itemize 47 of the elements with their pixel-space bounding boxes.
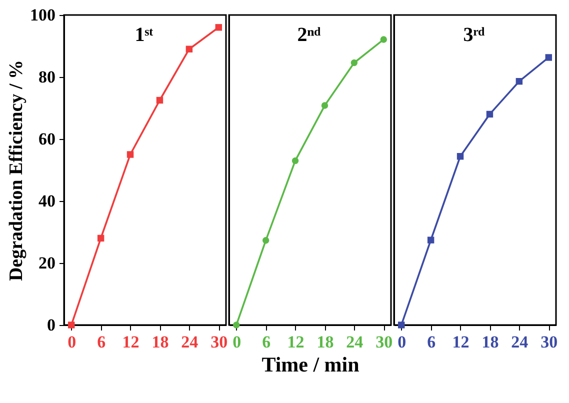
y-tick-label: 80 — [38, 68, 56, 86]
y-tick-label: 100 — [30, 6, 56, 24]
annotation: 3ʳᵈ — [463, 24, 486, 46]
x-tick-label: 0 — [232, 332, 242, 352]
point — [233, 322, 240, 328]
x-tick-label: 0 — [68, 332, 76, 352]
x-tick-label: 12 — [287, 332, 304, 352]
point — [380, 36, 387, 43]
y-tick-label: 0 — [47, 316, 56, 334]
annotation: 2ⁿᵈ — [297, 24, 322, 46]
point — [97, 234, 104, 242]
y-tick-label: 40 — [38, 192, 56, 210]
y-tick-label: 20 — [38, 254, 56, 272]
point — [215, 24, 222, 31]
point — [398, 322, 405, 328]
x-tick-label: 6 — [97, 332, 106, 352]
x-tick-label: 6 — [262, 332, 271, 352]
point — [262, 237, 270, 244]
x-tick-label: 18 — [316, 332, 334, 352]
point — [321, 102, 328, 109]
x-tick-label: 12 — [452, 332, 470, 352]
x-tick-label: 6 — [427, 332, 436, 352]
point — [350, 59, 358, 66]
point — [186, 46, 193, 52]
x-tick-label: 24 — [511, 332, 529, 352]
point — [545, 54, 552, 61]
point — [126, 151, 134, 158]
x-axis-title: Time / min — [262, 352, 360, 376]
x-tick-label: 30 — [376, 332, 393, 352]
y-axis-title: Degradation Efficiency / % — [6, 60, 27, 282]
x-tick-label: 18 — [152, 332, 169, 352]
x-tick-label: 30 — [210, 332, 228, 352]
x-tick-label: 12 — [122, 332, 140, 352]
x-tick-label: 30 — [540, 332, 558, 352]
point — [427, 236, 434, 244]
point — [516, 78, 523, 85]
x-tick-label: 24 — [346, 332, 364, 352]
point — [292, 157, 299, 164]
x-tick-label: 24 — [181, 332, 199, 352]
point — [68, 322, 75, 328]
point — [156, 96, 164, 104]
point — [486, 110, 494, 118]
x-tick-label: 0 — [398, 332, 406, 352]
x-tick-label: 18 — [482, 332, 499, 352]
y-tick-label: 60 — [38, 130, 56, 148]
point — [456, 153, 464, 160]
annotation: 1ˢᵗ — [134, 24, 154, 46]
